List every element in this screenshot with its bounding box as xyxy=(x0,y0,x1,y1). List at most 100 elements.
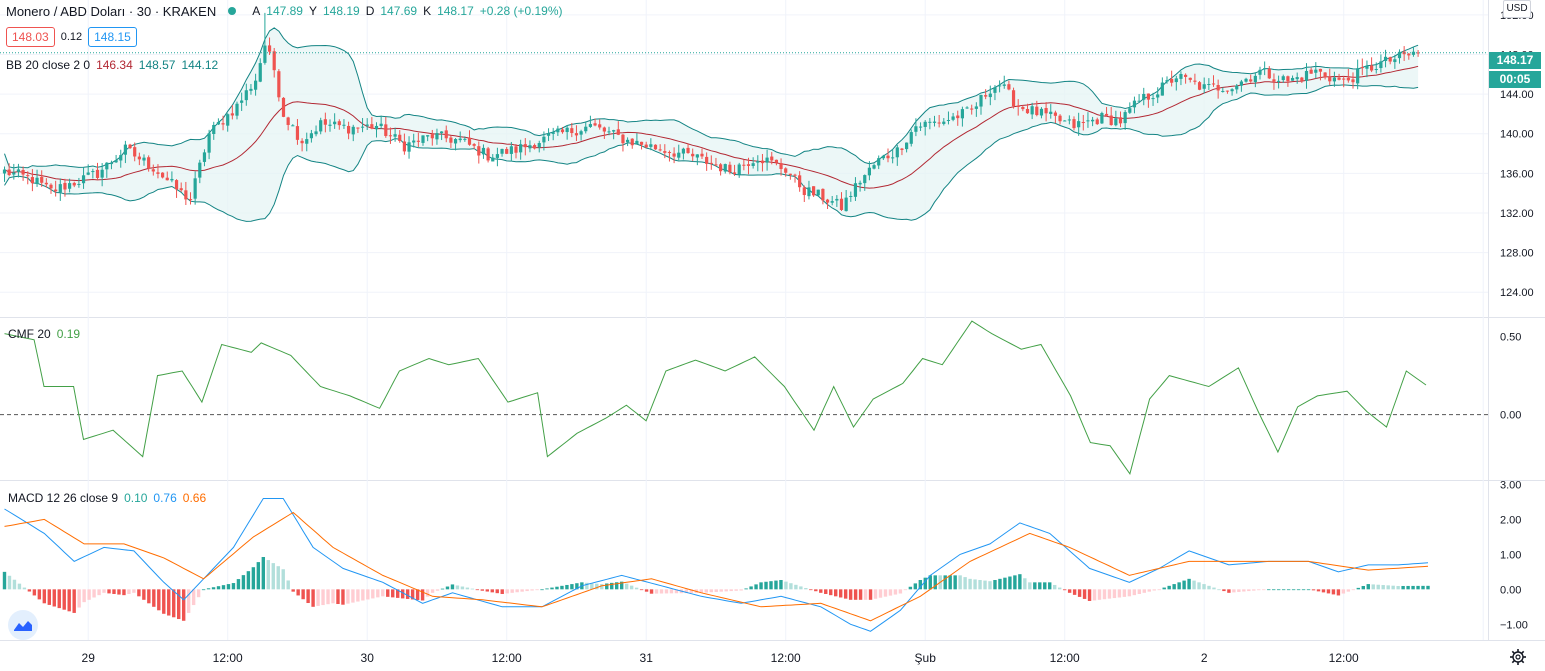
candle-body xyxy=(342,124,346,126)
candle-body xyxy=(449,137,453,143)
candle-body xyxy=(737,164,741,175)
candle-body xyxy=(1081,121,1085,123)
candle-body xyxy=(1011,90,1016,107)
candle-body xyxy=(937,122,941,124)
macd-histogram-bar xyxy=(1122,589,1127,597)
macd-histogram-bar xyxy=(1038,582,1042,590)
macd-histogram-bar xyxy=(271,563,275,590)
macd-histogram-bar xyxy=(729,589,733,592)
macd-histogram-bar xyxy=(913,583,918,590)
macd-histogram-bar xyxy=(784,581,788,590)
ohlc-close-key: K xyxy=(423,4,432,18)
macd-histogram-bar xyxy=(475,589,480,591)
macd-histogram-bar xyxy=(1152,589,1156,591)
bid-button[interactable]: 148.03 xyxy=(6,27,55,47)
candle-body xyxy=(1128,108,1132,113)
candle-body xyxy=(844,197,848,212)
settings-gear-icon[interactable] xyxy=(1509,648,1527,666)
symbol-title[interactable]: Monero / ABD Doları · 30 · KRAKEN xyxy=(6,3,217,19)
candle-body xyxy=(798,175,802,188)
candle-body xyxy=(1030,106,1034,115)
candle-body xyxy=(1281,76,1285,81)
candle-body xyxy=(1346,77,1350,81)
macd-histogram-bar xyxy=(57,589,61,609)
macd-histogram-bar xyxy=(465,587,470,590)
candle-body xyxy=(388,135,393,137)
macd-histogram-bar xyxy=(162,589,166,614)
candle-body xyxy=(1365,65,1369,69)
candle-body xyxy=(347,125,351,134)
candle-body xyxy=(258,63,262,82)
candle-body xyxy=(1104,113,1109,116)
candle-body xyxy=(295,126,300,140)
price-axis-tick: 140.00 xyxy=(1500,129,1534,141)
candle-body xyxy=(1295,77,1299,80)
candle-body xyxy=(1142,93,1146,100)
macd-histogram-bar xyxy=(157,589,161,611)
macd-axis-tick: 3.00 xyxy=(1500,479,1521,491)
macd-histogram-bar xyxy=(774,580,778,590)
candle-body xyxy=(514,146,518,153)
macd-histogram-bar xyxy=(853,589,858,600)
cmf-legend[interactable]: CMF 20 0.19 xyxy=(8,327,80,341)
tradingview-logo-icon[interactable] xyxy=(8,610,38,640)
macd-histogram-bar xyxy=(575,583,579,590)
macd-histogram-bar xyxy=(455,585,460,590)
macd-histogram-bar xyxy=(276,566,280,590)
candle-body xyxy=(1416,52,1420,54)
candle-body xyxy=(728,164,732,173)
candle-body xyxy=(886,155,890,159)
candle-body xyxy=(626,139,630,143)
macd-histogram-bar xyxy=(306,589,310,604)
candle-body xyxy=(1216,85,1220,91)
candle-body xyxy=(407,142,411,152)
candle-body xyxy=(951,116,955,120)
macd-histogram-bar xyxy=(386,589,390,597)
candle-body xyxy=(1286,76,1290,82)
candle-body xyxy=(881,155,885,159)
candle-body xyxy=(1044,107,1048,114)
macd-histogram-bar xyxy=(834,589,838,597)
macd-histogram-bar xyxy=(1043,582,1047,590)
candle-body xyxy=(1156,94,1160,98)
currency-label[interactable]: USD xyxy=(1503,0,1531,18)
macd-histogram-bar xyxy=(948,575,952,590)
macd-histogram-bar xyxy=(37,589,42,600)
candle-body xyxy=(732,172,737,174)
candle-body xyxy=(481,147,486,155)
macd-histogram-bar xyxy=(1147,589,1151,592)
time-axis-tick: 12:00 xyxy=(213,651,243,665)
macd-histogram-bar xyxy=(674,589,679,594)
macd-histogram-bar xyxy=(17,583,22,590)
candle-body xyxy=(691,153,695,157)
macd-histogram-bar xyxy=(450,584,455,590)
candle-body xyxy=(849,195,853,197)
candle-body xyxy=(839,198,844,210)
macd-legend[interactable]: MACD 12 26 close 9 0.10 0.76 0.66 xyxy=(8,491,206,505)
candle-body xyxy=(151,169,155,172)
macd-histogram-bar xyxy=(1371,584,1375,590)
macd-histogram-bar xyxy=(1187,578,1191,590)
macd-histogram-bar xyxy=(664,589,669,594)
macd-histogram-bar xyxy=(978,580,982,590)
candle-body xyxy=(1318,68,1323,72)
candle-body xyxy=(249,88,253,91)
candle-body xyxy=(579,131,583,135)
price-axis-tick: 144.00 xyxy=(1500,89,1534,101)
macd-histogram-bar xyxy=(1242,589,1246,592)
bb-legend[interactable]: BB 20 close 2 0 146.34 148.57 144.12 xyxy=(6,58,218,72)
macd-histogram-bar xyxy=(998,578,1002,590)
macd-histogram-bar xyxy=(1262,589,1266,591)
candle-body xyxy=(1397,51,1402,59)
candle-body xyxy=(412,140,416,143)
candle-body xyxy=(891,157,895,159)
candle-body xyxy=(751,163,755,166)
macd-histogram-bar xyxy=(7,575,12,590)
macd-histogram-bar xyxy=(829,589,833,596)
macd-histogram-bar xyxy=(505,589,509,594)
candle-body xyxy=(379,123,383,126)
ask-button[interactable]: 148.15 xyxy=(88,27,137,47)
candle-body xyxy=(161,172,165,178)
macd-histogram-bar xyxy=(863,589,868,600)
